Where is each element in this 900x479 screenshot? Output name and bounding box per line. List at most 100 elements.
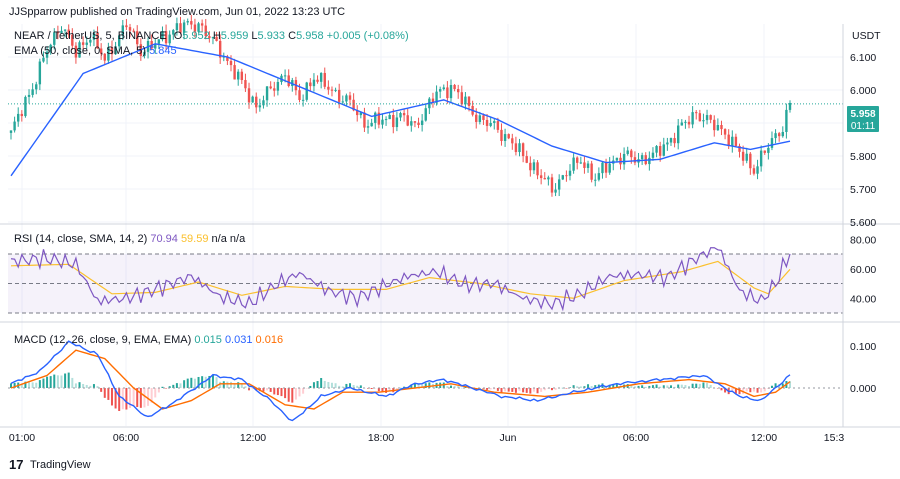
candle-body xyxy=(218,40,222,58)
candle-body xyxy=(208,36,211,39)
candle-body xyxy=(788,102,792,110)
candle-body xyxy=(327,86,330,90)
macd-hist-bar xyxy=(233,383,236,388)
candle-body xyxy=(579,162,583,164)
macd-hist-bar xyxy=(273,388,276,395)
time-tick-label: 18:00 xyxy=(368,432,394,444)
candle-body xyxy=(132,30,135,32)
macd-hist-bar xyxy=(179,383,182,388)
candle-body xyxy=(337,89,341,102)
rsi-label[interactable]: RSI (14, close, SMA, 14, 2) xyxy=(14,233,148,245)
candle-body xyxy=(626,150,629,154)
macd-hist-bar xyxy=(529,388,532,394)
candle-body xyxy=(485,119,489,126)
candle-body xyxy=(651,152,655,158)
candle-body xyxy=(276,81,280,91)
macd-hist-bar xyxy=(579,386,582,388)
candle-body xyxy=(496,121,500,130)
candle-body xyxy=(81,42,85,45)
macd-hist-bar xyxy=(244,386,247,388)
candle-body xyxy=(763,150,766,153)
candle-body xyxy=(399,113,402,118)
macd-hist-bar xyxy=(532,388,535,392)
macd-hist-bar xyxy=(330,382,333,388)
macd-hist-bar xyxy=(118,388,121,411)
candle-body xyxy=(500,129,503,141)
macd-hist-bar xyxy=(24,381,27,388)
candle-body xyxy=(309,82,312,87)
candle-body xyxy=(568,170,572,176)
candle-body xyxy=(229,60,233,66)
candle-body xyxy=(168,34,171,44)
candle-body xyxy=(590,163,593,180)
candle-body xyxy=(251,96,254,103)
candle-body xyxy=(475,114,478,122)
candle-body xyxy=(633,157,637,163)
candle-body xyxy=(698,113,702,122)
candle-body xyxy=(226,56,229,61)
candle-body xyxy=(330,89,334,91)
candle-body xyxy=(550,177,554,193)
macd-hist-bar xyxy=(28,382,31,388)
candle-body xyxy=(186,21,189,23)
low-value: 5.933 xyxy=(257,30,286,42)
macd-hist-bar xyxy=(421,384,424,388)
candle-body xyxy=(489,122,492,126)
macd-hist-bar xyxy=(168,386,171,388)
macd-hist-bar xyxy=(60,375,63,388)
macd-hist-bar xyxy=(370,388,373,390)
candle-body xyxy=(687,121,691,125)
candle-body xyxy=(244,80,247,89)
candle-body xyxy=(622,153,626,165)
macd-hist-bar xyxy=(457,386,460,388)
macd-hist-bar xyxy=(316,381,319,388)
rsi-value: 70.94 xyxy=(150,233,178,245)
candle-body xyxy=(323,72,326,87)
ema-line xyxy=(10,43,791,177)
candle-body xyxy=(341,101,344,103)
macd-hist-bar xyxy=(651,385,654,388)
macd-hist-bar xyxy=(673,386,676,388)
candle-body xyxy=(240,71,244,81)
candle-body xyxy=(417,122,420,126)
macd-hist-bar xyxy=(543,388,546,391)
macd-hist-bar xyxy=(377,388,380,392)
candle-body xyxy=(384,119,388,121)
candle-body xyxy=(673,138,676,144)
symbol-legend: NEAR / TetherUS, 5, BINANCE O5.952 H5.95… xyxy=(14,30,409,42)
ema-label[interactable]: EMA (50, close, 0, SMA, 5) xyxy=(14,45,147,57)
candle-body xyxy=(608,163,611,173)
macd-hist-bar xyxy=(161,386,164,388)
candle-body xyxy=(381,119,384,125)
tradingview-logo[interactable]: 17 TradingView xyxy=(9,457,91,472)
macd-label[interactable]: MACD (12, 26, close, 9, EMA, EMA) xyxy=(14,334,192,346)
candle-body xyxy=(262,100,265,106)
macd-hist-bar xyxy=(110,388,113,406)
svg-text:5.958: 5.958 xyxy=(850,109,875,120)
macd-hist-bar xyxy=(64,373,67,388)
candle-body xyxy=(676,125,680,144)
candle-body xyxy=(781,131,784,137)
candle-body xyxy=(785,109,788,132)
macd-hist-bar xyxy=(302,388,305,394)
candle-body xyxy=(35,84,38,90)
candle-body xyxy=(197,23,200,32)
candle-body xyxy=(749,153,752,169)
macd-hist-bar xyxy=(724,388,727,393)
price-tick-label: 6.100 xyxy=(850,52,876,64)
macd-hist-bar xyxy=(399,387,402,389)
candle-body xyxy=(67,29,70,35)
macd-hist-bar xyxy=(561,387,564,389)
candle-body xyxy=(539,175,543,179)
symbol-name[interactable]: NEAR / TetherUS, 5, BINANCE xyxy=(14,30,167,42)
macd-hist-bar xyxy=(10,383,12,388)
candle-body xyxy=(666,142,669,145)
macd-hist-bar xyxy=(550,388,553,391)
candle-body xyxy=(89,39,92,43)
candle-body xyxy=(233,65,236,80)
candle-body xyxy=(56,32,60,34)
macd-hist-bar xyxy=(424,383,427,388)
candle-body xyxy=(182,22,186,33)
candle-body xyxy=(604,162,608,173)
